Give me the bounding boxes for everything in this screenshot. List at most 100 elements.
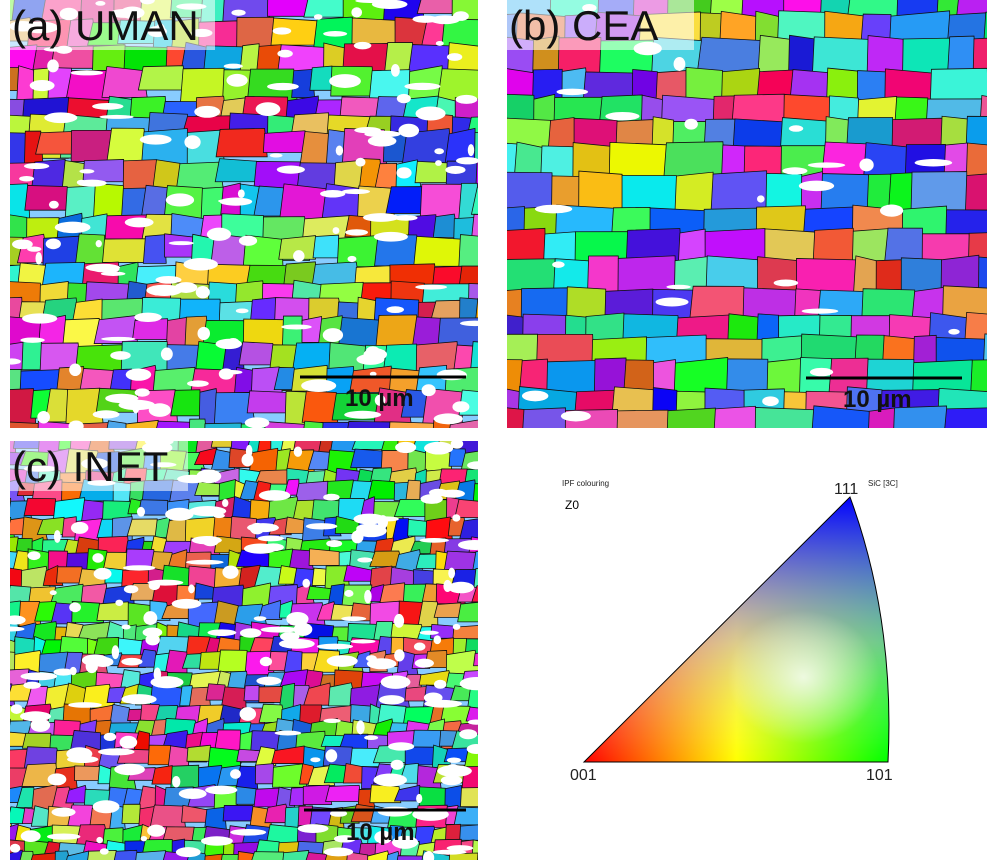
pore xyxy=(460,677,494,690)
grain xyxy=(351,449,383,468)
grain xyxy=(866,408,898,486)
pore xyxy=(30,80,55,91)
pore xyxy=(329,74,361,88)
pore xyxy=(143,611,157,625)
pore xyxy=(207,228,231,241)
pore xyxy=(20,711,51,721)
pore xyxy=(468,719,484,724)
pore xyxy=(774,280,799,287)
pore xyxy=(27,247,41,252)
pore xyxy=(279,639,315,649)
pore xyxy=(115,600,123,606)
pore xyxy=(197,327,209,340)
pore xyxy=(757,195,765,202)
pore xyxy=(183,258,217,270)
pore xyxy=(388,742,414,750)
pore xyxy=(320,190,345,198)
pore xyxy=(141,836,147,841)
pore xyxy=(121,694,156,704)
scale-text: 10 µm xyxy=(345,385,414,412)
pore xyxy=(326,540,342,547)
pore xyxy=(256,677,281,685)
pore xyxy=(398,124,419,137)
pore xyxy=(859,159,873,172)
grain xyxy=(285,517,304,533)
pore xyxy=(68,702,102,708)
pore xyxy=(782,167,807,174)
grain xyxy=(215,159,258,182)
pore xyxy=(394,649,404,661)
pore xyxy=(323,494,339,501)
pore xyxy=(323,328,343,342)
grain xyxy=(808,406,874,485)
grain xyxy=(460,788,483,807)
pore xyxy=(378,807,412,817)
pore xyxy=(434,680,446,689)
grain xyxy=(368,480,398,499)
pore xyxy=(416,794,422,803)
grain xyxy=(122,804,140,823)
pore xyxy=(356,158,366,167)
pore xyxy=(808,162,846,167)
pore xyxy=(208,629,237,636)
pore xyxy=(67,756,98,763)
pore xyxy=(452,401,469,412)
pore xyxy=(238,189,245,198)
pore xyxy=(422,384,436,396)
pore xyxy=(165,508,193,521)
pore xyxy=(357,557,372,562)
pore xyxy=(154,667,162,681)
pore xyxy=(4,615,26,624)
ebsd-map xyxy=(0,431,508,860)
pore xyxy=(799,181,834,192)
pore xyxy=(424,693,443,704)
pore xyxy=(356,720,364,734)
pore xyxy=(437,369,467,380)
pore xyxy=(366,346,380,355)
pore xyxy=(356,354,384,365)
pore xyxy=(189,506,226,516)
pore xyxy=(244,544,277,554)
pore xyxy=(386,306,404,313)
pore xyxy=(810,368,833,376)
grain xyxy=(0,422,43,443)
scale-text: 10 µm xyxy=(843,386,912,413)
grain xyxy=(223,805,253,821)
grain xyxy=(474,651,503,666)
pore xyxy=(196,286,210,298)
grain xyxy=(891,406,952,509)
pore xyxy=(79,169,94,173)
pore xyxy=(350,639,375,643)
pore xyxy=(71,70,104,75)
ebsd-map xyxy=(491,0,987,539)
grain xyxy=(941,408,987,472)
pore xyxy=(434,148,444,154)
grain xyxy=(476,162,504,192)
pore xyxy=(20,672,57,680)
grain xyxy=(0,585,10,616)
pore xyxy=(336,145,343,155)
pore xyxy=(161,348,173,361)
ipf-outline xyxy=(584,497,889,762)
pore xyxy=(259,490,290,501)
grain xyxy=(216,128,267,156)
pore xyxy=(434,635,442,644)
grain xyxy=(304,0,349,17)
pore xyxy=(140,134,172,144)
panel-label: (a) UMAN xyxy=(12,2,199,49)
pore xyxy=(172,776,180,787)
pore xyxy=(605,112,639,121)
pore xyxy=(101,271,126,276)
pore xyxy=(561,411,591,422)
pore xyxy=(323,719,340,723)
pore xyxy=(948,329,959,335)
pore xyxy=(302,579,310,588)
pore xyxy=(467,744,486,754)
pore xyxy=(323,31,347,37)
pore xyxy=(354,127,381,133)
pore xyxy=(49,201,59,209)
pore xyxy=(445,166,465,174)
pore xyxy=(105,394,138,403)
ebsd-map xyxy=(0,0,521,466)
pore xyxy=(146,285,182,296)
